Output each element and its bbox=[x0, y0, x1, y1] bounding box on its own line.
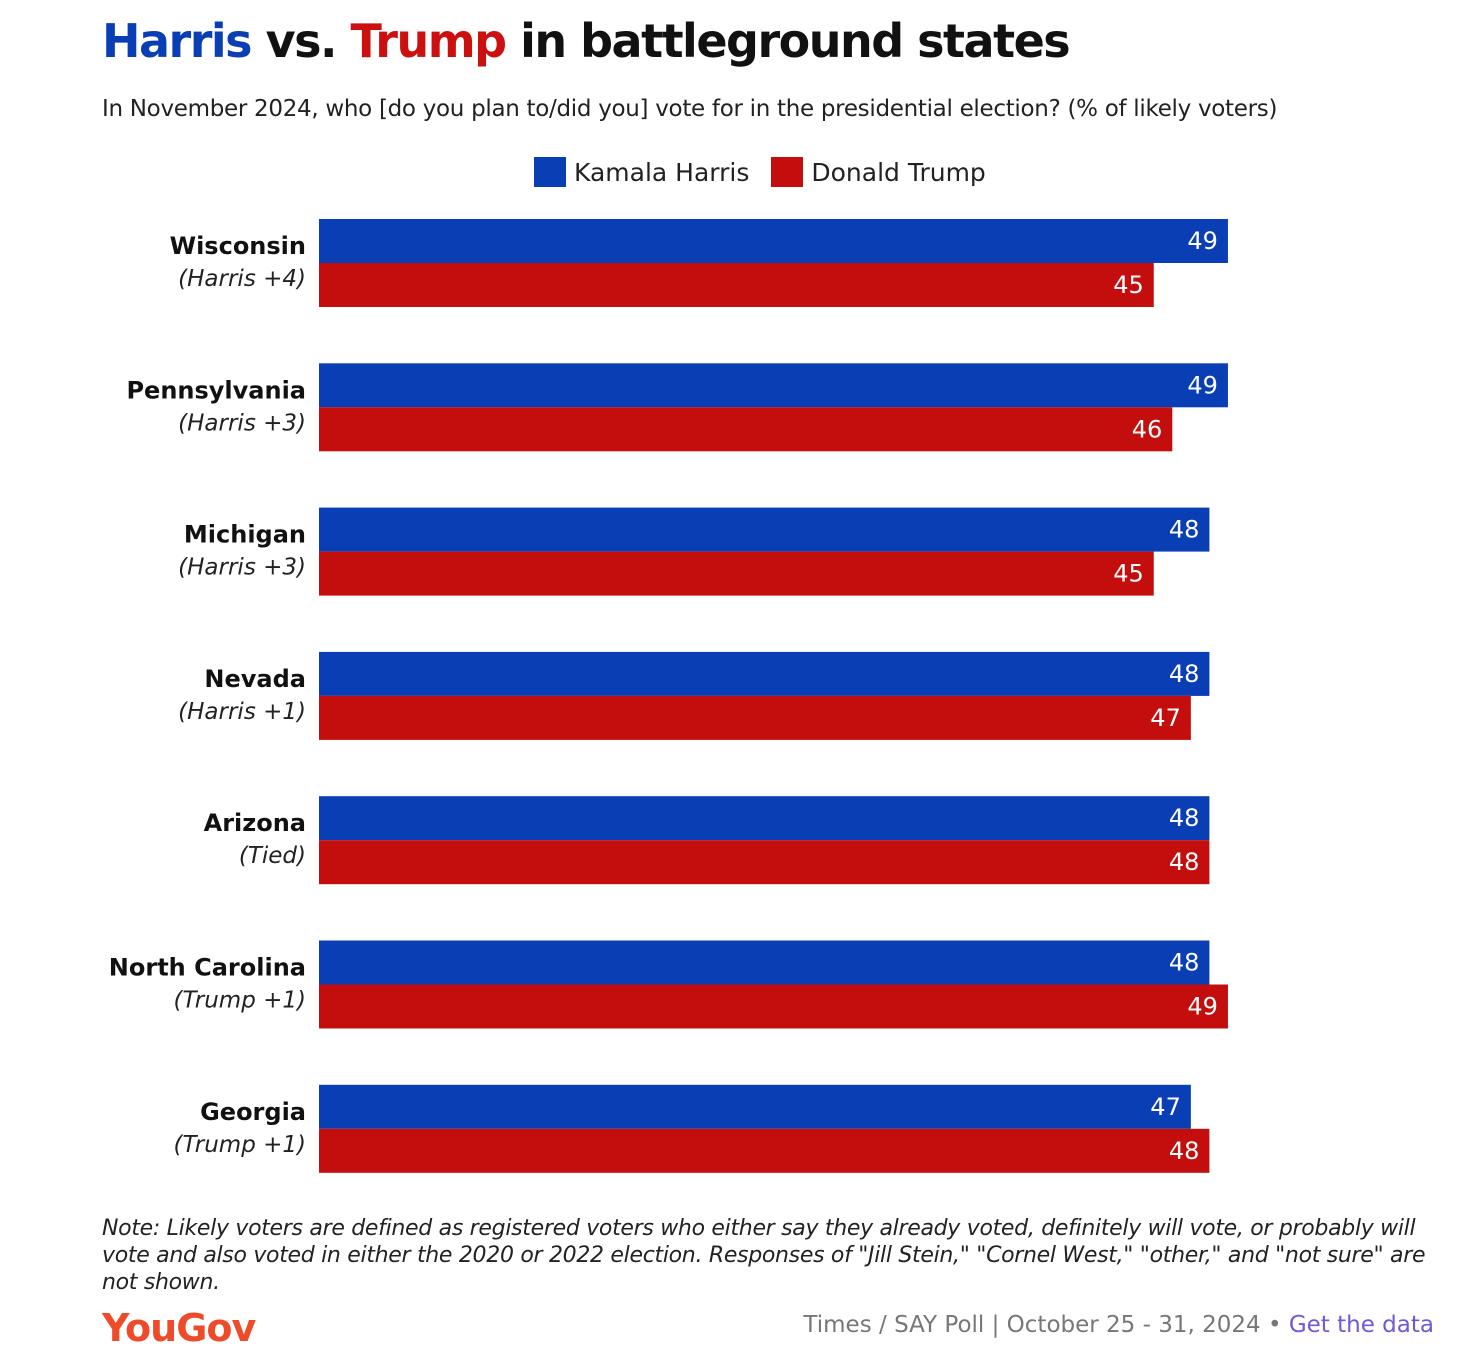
value-label-harris-nevada: 48 bbox=[1169, 660, 1200, 688]
category-label-michigan: Michigan bbox=[184, 521, 306, 549]
value-label-harris-north-carolina: 48 bbox=[1169, 949, 1200, 977]
legend-label-harris: Kamala Harris bbox=[574, 157, 750, 187]
title-rest: in battleground states bbox=[505, 14, 1071, 68]
value-label-harris-pennsylvania: 49 bbox=[1187, 371, 1218, 399]
title-harris: Harris bbox=[102, 14, 253, 68]
bar-harris-arizona bbox=[319, 796, 1210, 841]
source-text: Times / SAY Poll | October 25 - 31, 2024… bbox=[803, 1312, 1289, 1338]
get-the-data-link[interactable]: Get the data bbox=[1288, 1312, 1434, 1338]
legend: Kamala Harris Donald Trump bbox=[534, 157, 1008, 187]
category-sublabel-north-carolina: (Trump +1) bbox=[174, 988, 306, 1014]
category-label-arizona: Arizona bbox=[204, 809, 306, 837]
title-vs: vs. bbox=[251, 14, 351, 68]
value-label-trump-georgia: 48 bbox=[1169, 1137, 1200, 1165]
bar-trump-wisconsin bbox=[319, 263, 1154, 307]
legend-item-trump: Donald Trump bbox=[771, 157, 986, 187]
legend-label-trump: Donald Trump bbox=[811, 157, 986, 187]
bar-trump-north-carolina bbox=[319, 984, 1228, 1029]
value-label-trump-wisconsin: 45 bbox=[1113, 271, 1144, 299]
category-sublabel-michigan: (Harris +3) bbox=[178, 555, 306, 581]
category-sublabel-wisconsin: (Harris +4) bbox=[178, 266, 306, 292]
bar-trump-michigan bbox=[319, 551, 1154, 596]
category-label-north-carolina: North Carolina bbox=[109, 954, 306, 982]
value-label-harris-michigan: 48 bbox=[1169, 516, 1200, 544]
value-label-trump-north-carolina: 49 bbox=[1187, 993, 1218, 1021]
legend-swatch-trump bbox=[771, 157, 804, 187]
bar-harris-nevada bbox=[319, 651, 1210, 696]
bar-trump-nevada bbox=[319, 695, 1191, 740]
value-label-harris-wisconsin: 49 bbox=[1187, 227, 1218, 255]
bar-harris-north-carolina bbox=[319, 940, 1210, 985]
chart-title: Harris vs. Trump in battleground states bbox=[102, 14, 1071, 68]
title-trump: Trump bbox=[350, 14, 507, 68]
footnote: Note: Likely voters are defined as regis… bbox=[102, 1216, 1426, 1295]
value-label-harris-georgia: 47 bbox=[1150, 1093, 1181, 1121]
bar-trump-pennsylvania bbox=[319, 407, 1173, 452]
bar-trump-georgia bbox=[319, 1128, 1210, 1173]
value-label-trump-nevada: 47 bbox=[1150, 704, 1181, 732]
legend-swatch-harris bbox=[534, 157, 566, 187]
source-line: Times / SAY Poll | October 25 - 31, 2024… bbox=[803, 1312, 1434, 1338]
category-label-pennsylvania: Pennsylvania bbox=[126, 376, 306, 404]
bar-harris-pennsylvania bbox=[319, 363, 1228, 408]
category-sublabel-arizona: (Tied) bbox=[239, 843, 306, 869]
bar-chart: Wisconsin (Harris +4) 49 45 Pennsylvania (Har… bbox=[109, 219, 1228, 1173]
bar-harris-michigan bbox=[319, 507, 1210, 552]
category-sublabel-nevada: (Harris +1) bbox=[178, 699, 306, 725]
legend-item-harris: Kamala Harris bbox=[534, 157, 749, 187]
category-label-georgia: Georgia bbox=[200, 1098, 306, 1126]
yougov-logo: YouGov bbox=[102, 1306, 256, 1350]
category-label-wisconsin: Wisconsin bbox=[170, 232, 306, 260]
category-sublabel-georgia: (Trump +1) bbox=[174, 1132, 306, 1158]
value-label-trump-arizona: 48 bbox=[1169, 848, 1200, 876]
chart-subtitle: In November 2024, who [do you plan to/di… bbox=[102, 96, 1278, 122]
bar-trump-arizona bbox=[319, 840, 1210, 885]
bar-harris-wisconsin bbox=[319, 219, 1228, 263]
value-label-harris-arizona: 48 bbox=[1169, 804, 1200, 832]
bar-harris-georgia bbox=[319, 1084, 1191, 1129]
category-label-nevada: Nevada bbox=[204, 665, 306, 693]
value-label-trump-pennsylvania: 46 bbox=[1132, 415, 1163, 443]
value-label-trump-michigan: 45 bbox=[1113, 560, 1144, 588]
category-sublabel-pennsylvania: (Harris +3) bbox=[178, 410, 306, 436]
